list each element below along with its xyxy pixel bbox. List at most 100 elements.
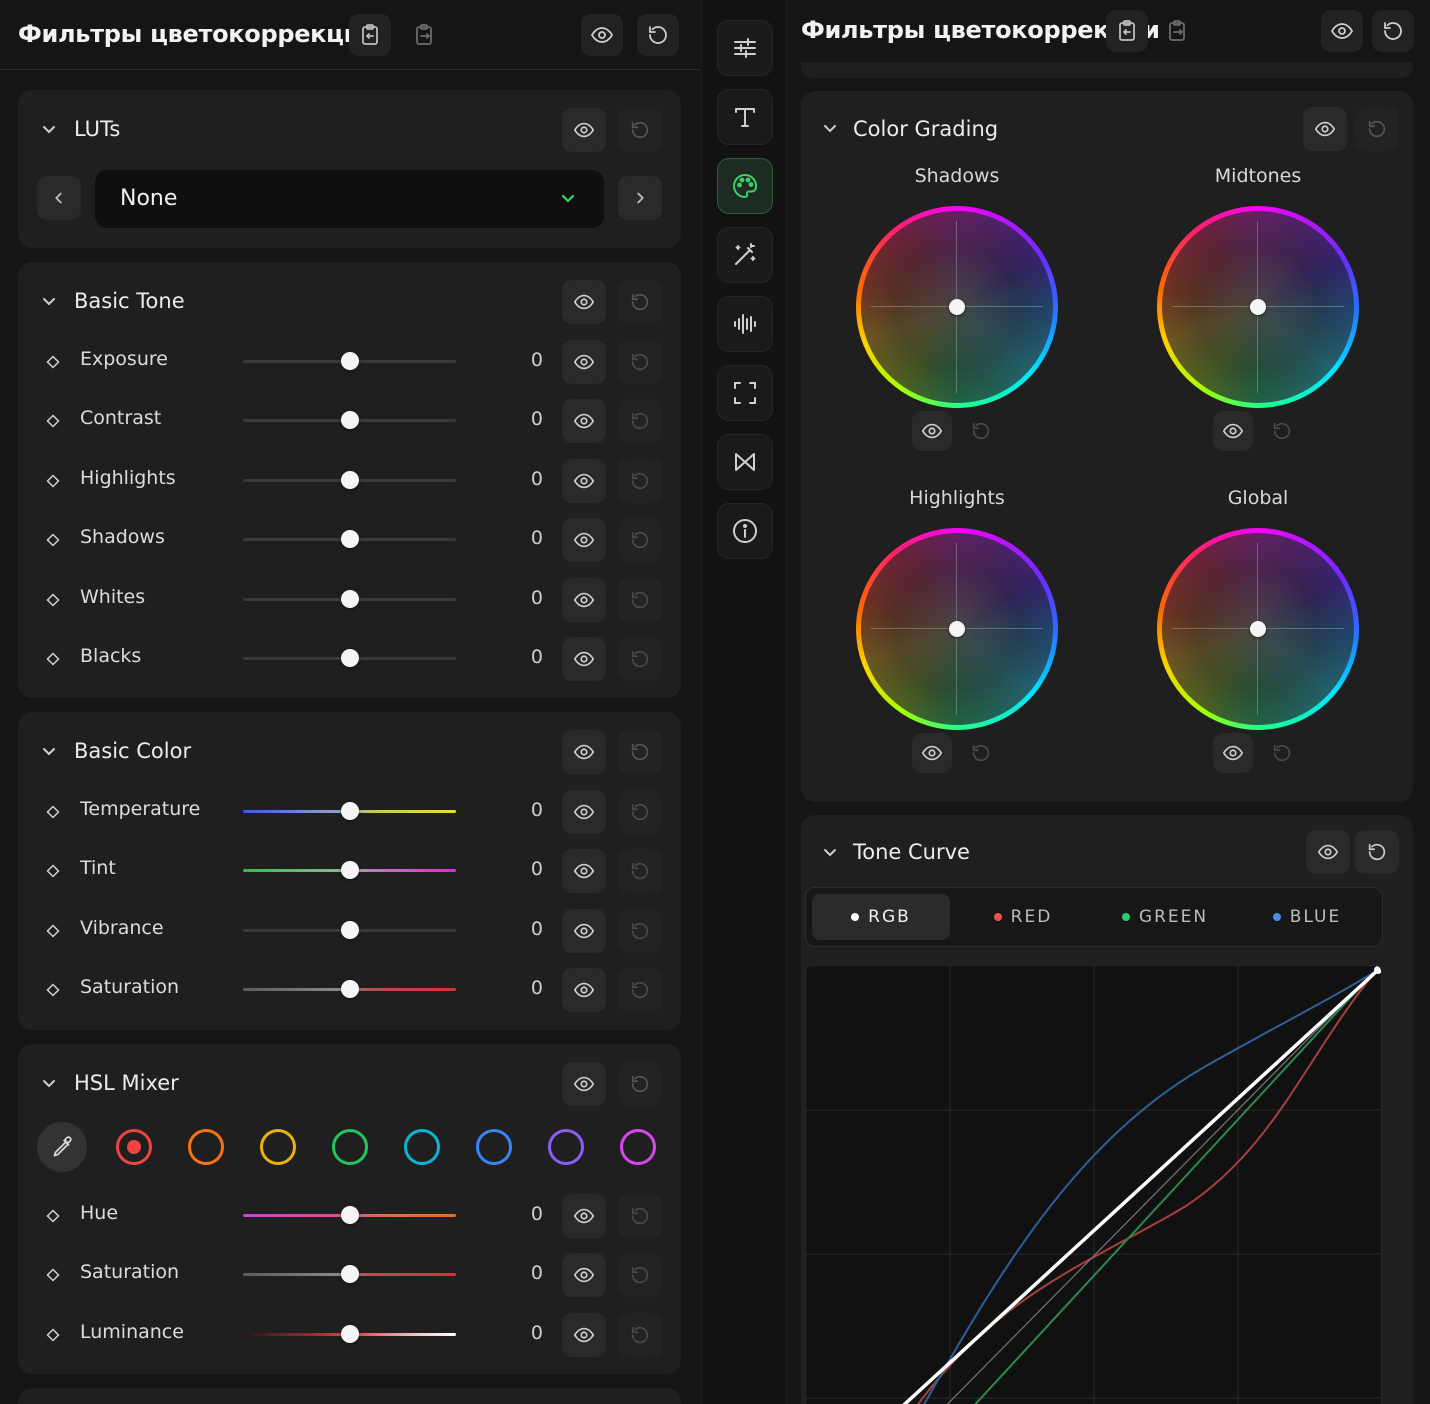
row-reset-button[interactable] bbox=[618, 637, 662, 681]
row-visibility-button[interactable] bbox=[562, 908, 606, 953]
slider-thumb[interactable] bbox=[340, 980, 359, 999]
row-reset-button[interactable] bbox=[618, 1312, 662, 1357]
curve-tab-red[interactable]: RED bbox=[954, 894, 1092, 940]
basic-tone-reset-button[interactable] bbox=[618, 280, 662, 324]
row-visibility-button[interactable] bbox=[562, 1253, 606, 1298]
curve-tab-blue[interactable]: BLUE bbox=[1238, 894, 1376, 940]
visibility-toggle-button[interactable] bbox=[581, 14, 623, 56]
color-wheel-shadows[interactable] bbox=[856, 206, 1058, 408]
hsl-swatch-yellow[interactable] bbox=[260, 1129, 296, 1165]
wheel-reset-button[interactable] bbox=[1262, 733, 1302, 773]
keyframe-diamond-icon[interactable] bbox=[46, 413, 60, 428]
color-wheel-highlights[interactable] bbox=[856, 528, 1058, 730]
keyframe-diamond-icon[interactable] bbox=[46, 532, 60, 547]
slider-thumb[interactable] bbox=[340, 649, 359, 667]
chevron-down-icon[interactable] bbox=[820, 119, 840, 139]
slider-thumb[interactable] bbox=[340, 1265, 359, 1284]
keyframe-diamond-icon[interactable] bbox=[46, 863, 60, 878]
toolbar-adjustments-button[interactable] bbox=[717, 20, 773, 76]
toolbar-effects-button[interactable] bbox=[717, 227, 773, 283]
row-visibility-button[interactable] bbox=[562, 637, 606, 681]
wheel-visibility-button[interactable] bbox=[1213, 411, 1253, 451]
paste-button[interactable] bbox=[1106, 10, 1148, 52]
color-wheel-handle[interactable] bbox=[1250, 621, 1266, 637]
chevron-down-icon[interactable] bbox=[39, 742, 59, 762]
color-wheel-midtones[interactable] bbox=[1157, 206, 1359, 408]
color-wheel-handle[interactable] bbox=[1250, 299, 1266, 315]
row-visibility-button[interactable] bbox=[562, 518, 606, 563]
toolbar-transitions-button[interactable] bbox=[717, 434, 773, 490]
row-reset-button[interactable] bbox=[618, 518, 662, 563]
hsl-visibility-button[interactable] bbox=[562, 1062, 606, 1106]
toolbar-crop-button[interactable] bbox=[717, 365, 773, 421]
chevron-down-icon[interactable] bbox=[39, 1074, 59, 1094]
basic-color-reset-button[interactable] bbox=[618, 730, 662, 774]
wheel-visibility-button[interactable] bbox=[912, 733, 952, 773]
wheel-reset-button[interactable] bbox=[961, 733, 1001, 773]
slider-thumb[interactable] bbox=[340, 352, 359, 370]
keyframe-diamond-icon[interactable] bbox=[46, 354, 60, 369]
row-visibility-button[interactable] bbox=[562, 790, 606, 834]
row-reset-button[interactable] bbox=[618, 577, 662, 622]
toolbar-color-button[interactable] bbox=[717, 158, 773, 214]
curve-tab-rgb[interactable]: RGB bbox=[812, 894, 950, 940]
row-visibility-button[interactable] bbox=[562, 968, 606, 1013]
export-button[interactable] bbox=[1156, 10, 1198, 52]
keyframe-diamond-icon[interactable] bbox=[46, 1208, 60, 1223]
color-wheel-handle[interactable] bbox=[949, 299, 965, 315]
tone-curve-visibility-button[interactable] bbox=[1306, 830, 1350, 874]
hsl-swatch-blue[interactable] bbox=[476, 1129, 512, 1165]
export-button[interactable] bbox=[403, 14, 445, 56]
row-reset-button[interactable] bbox=[618, 458, 662, 503]
wheel-visibility-button[interactable] bbox=[1213, 733, 1253, 773]
slider-thumb[interactable] bbox=[340, 470, 359, 489]
hsl-swatch-red[interactable] bbox=[116, 1129, 152, 1165]
row-reset-button[interactable] bbox=[618, 1194, 662, 1238]
color-wheel-global[interactable] bbox=[1157, 528, 1359, 730]
luts-visibility-button[interactable] bbox=[562, 108, 606, 152]
color-wheel-handle[interactable] bbox=[949, 621, 965, 637]
hsl-swatch-green[interactable] bbox=[332, 1129, 368, 1165]
curve-tab-green[interactable]: GREEN bbox=[1096, 894, 1234, 940]
hsl-reset-button[interactable] bbox=[618, 1062, 662, 1106]
chevron-down-icon[interactable] bbox=[820, 843, 840, 863]
keyframe-diamond-icon[interactable] bbox=[46, 651, 60, 666]
hsl-swatch-magenta[interactable] bbox=[620, 1129, 656, 1165]
row-reset-button[interactable] bbox=[618, 908, 662, 953]
keyframe-diamond-icon[interactable] bbox=[46, 592, 60, 607]
toolbar-info-button[interactable] bbox=[717, 503, 773, 559]
row-reset-button[interactable] bbox=[618, 968, 662, 1013]
keyframe-diamond-icon[interactable] bbox=[46, 1327, 60, 1342]
wheel-visibility-button[interactable] bbox=[912, 411, 952, 451]
row-visibility-button[interactable] bbox=[562, 399, 606, 444]
slider-thumb[interactable] bbox=[340, 589, 359, 608]
tone-curve-graph[interactable] bbox=[805, 965, 1382, 1404]
row-visibility-button[interactable] bbox=[562, 1194, 606, 1238]
color-grading-reset-button[interactable] bbox=[1355, 107, 1399, 151]
wheel-reset-button[interactable] bbox=[1262, 411, 1302, 451]
slider-thumb[interactable] bbox=[340, 411, 359, 430]
eyedropper-button[interactable] bbox=[37, 1122, 87, 1172]
slider-thumb[interactable] bbox=[340, 530, 359, 549]
color-grading-visibility-button[interactable] bbox=[1303, 107, 1347, 151]
visibility-toggle-button[interactable] bbox=[1321, 10, 1363, 52]
slider-thumb[interactable] bbox=[340, 1324, 359, 1343]
row-visibility-button[interactable] bbox=[562, 849, 606, 894]
row-reset-button[interactable] bbox=[618, 340, 662, 384]
keyframe-diamond-icon[interactable] bbox=[46, 1267, 60, 1282]
paste-button[interactable] bbox=[349, 14, 391, 56]
hsl-swatch-purple[interactable] bbox=[548, 1129, 584, 1165]
luts-next-button[interactable] bbox=[618, 176, 662, 220]
row-reset-button[interactable] bbox=[618, 849, 662, 894]
slider-thumb[interactable] bbox=[340, 802, 359, 820]
luts-dropdown[interactable]: None bbox=[95, 170, 604, 228]
toolbar-text-button[interactable] bbox=[717, 89, 773, 145]
hsl-swatch-aqua[interactable] bbox=[404, 1129, 440, 1165]
luts-reset-button[interactable] bbox=[618, 108, 662, 152]
chevron-down-icon[interactable] bbox=[39, 120, 59, 140]
basic-tone-visibility-button[interactable] bbox=[562, 280, 606, 324]
row-visibility-button[interactable] bbox=[562, 1312, 606, 1357]
reset-all-button[interactable] bbox=[637, 14, 679, 56]
luts-previous-button[interactable] bbox=[37, 176, 81, 220]
row-reset-button[interactable] bbox=[618, 1253, 662, 1298]
